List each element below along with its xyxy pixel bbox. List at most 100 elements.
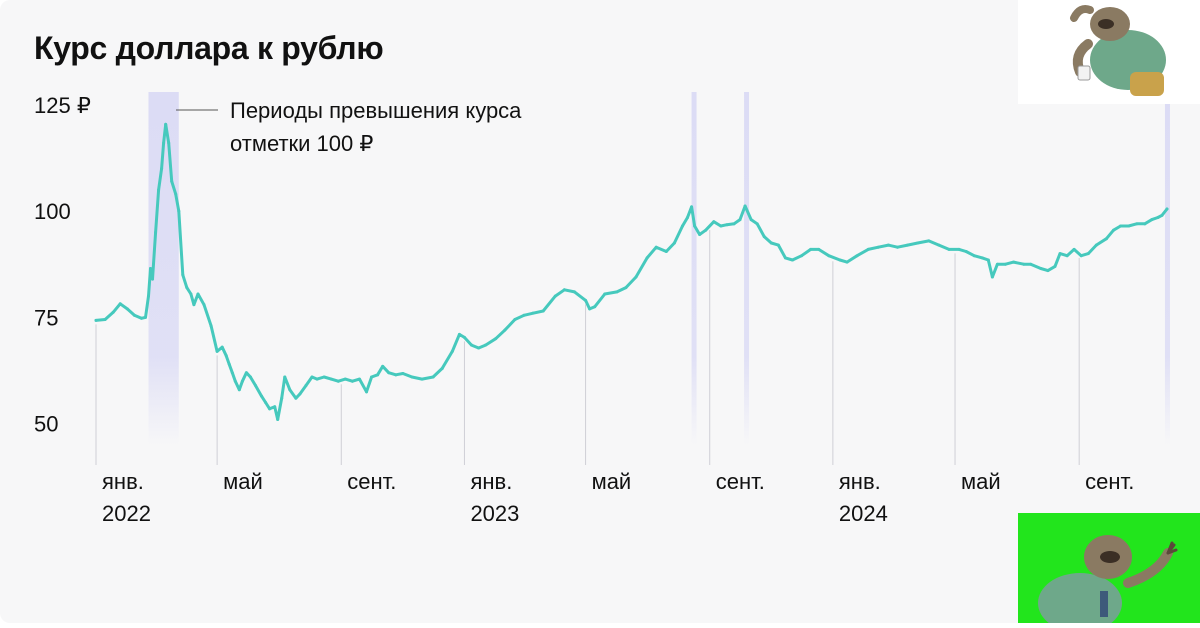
- data-point: [248, 375, 252, 379]
- data-point: [143, 315, 147, 319]
- data-point: [1094, 243, 1098, 247]
- data-point: [233, 379, 237, 383]
- data-point: [280, 396, 284, 400]
- data-point: [420, 377, 424, 381]
- y-tick-label-2: 75: [34, 305, 58, 330]
- data-point: [762, 235, 766, 239]
- sloth-sticker-icon: [1038, 535, 1178, 628]
- data-point: [738, 218, 742, 222]
- data-point: [895, 245, 899, 249]
- data-point: [202, 303, 206, 307]
- data-point: [462, 335, 466, 339]
- data-point: [185, 286, 189, 290]
- data-point: [809, 247, 813, 251]
- data-point: [264, 400, 268, 404]
- data-point: [370, 375, 374, 379]
- data-point: [357, 377, 361, 381]
- data-point: [603, 292, 607, 296]
- x-tick-year-6: 2024: [839, 501, 888, 526]
- data-point: [964, 249, 968, 253]
- data-point: [162, 141, 166, 145]
- data-point: [365, 390, 369, 394]
- data-point: [947, 247, 951, 251]
- highlight-period-3: [1164, 92, 1170, 445]
- x-tick-year-0: 2022: [102, 501, 151, 526]
- data-point: [484, 343, 488, 347]
- data-point: [350, 379, 354, 383]
- data-point: [916, 241, 920, 245]
- data-point: [322, 375, 326, 379]
- data-point: [588, 307, 592, 311]
- data-point: [743, 204, 747, 208]
- data-point: [990, 275, 994, 279]
- data-point: [957, 247, 961, 251]
- data-point: [725, 223, 729, 227]
- legend-label-line2: отметки 100 ₽: [230, 131, 373, 156]
- data-point: [749, 218, 753, 222]
- data-point: [477, 346, 481, 350]
- data-point: [693, 224, 697, 228]
- data-point: [215, 349, 219, 353]
- data-point: [886, 243, 890, 247]
- data-point: [268, 407, 272, 411]
- data-point: [732, 222, 736, 226]
- data-point: [244, 371, 248, 375]
- data-point: [503, 328, 507, 332]
- data-point: [167, 141, 171, 145]
- data-point: [160, 167, 164, 171]
- data-point: [1003, 262, 1007, 266]
- data-point: [294, 396, 298, 400]
- data-point: [584, 298, 588, 302]
- data-point: [139, 316, 143, 320]
- data-point: [431, 375, 435, 379]
- data-point: [995, 262, 999, 266]
- sloth-sticker-icon: [1070, 5, 1166, 96]
- sticker-bottom: [1018, 513, 1200, 628]
- series-line: [94, 122, 1169, 421]
- data-point: [1165, 207, 1169, 211]
- data-point: [132, 313, 136, 317]
- data-point: [1112, 228, 1116, 232]
- data-point: [103, 318, 107, 322]
- data-point: [174, 192, 178, 196]
- data-point: [401, 372, 405, 376]
- data-point: [450, 349, 454, 353]
- x-tick-label-0: янв.: [102, 469, 144, 494]
- x-tick-label-1: май: [223, 469, 263, 494]
- data-point: [111, 310, 115, 314]
- data-point: [769, 241, 773, 245]
- chart-title: Курс доллара к рублю: [34, 30, 384, 66]
- y-tick-label-3: 50: [34, 412, 58, 437]
- data-point: [1079, 254, 1083, 258]
- data-point: [149, 267, 153, 270]
- data-point: [1012, 260, 1016, 264]
- highlight-period-2: [744, 92, 750, 445]
- data-point: [154, 230, 158, 234]
- data-point: [1029, 262, 1033, 266]
- data-point: [192, 303, 196, 307]
- data-point: [572, 290, 576, 294]
- data-point: [1135, 222, 1139, 226]
- data-point: [189, 292, 193, 296]
- data-point: [712, 220, 716, 224]
- data-point: [624, 286, 628, 290]
- data-point: [273, 405, 277, 409]
- data-point: [304, 383, 308, 387]
- data-point: [1160, 213, 1164, 217]
- data-point: [170, 179, 174, 183]
- data-point: [553, 294, 557, 298]
- data-point: [845, 260, 849, 264]
- data-point: [387, 371, 391, 375]
- data-point: [283, 375, 287, 379]
- data-point: [972, 254, 976, 258]
- data-point: [181, 273, 185, 277]
- data-point: [541, 309, 545, 313]
- data-point: [776, 243, 780, 247]
- data-point: [755, 222, 759, 226]
- data-point: [240, 379, 244, 383]
- data-point: [177, 209, 181, 213]
- data-point: [686, 215, 690, 219]
- data-point: [470, 343, 474, 347]
